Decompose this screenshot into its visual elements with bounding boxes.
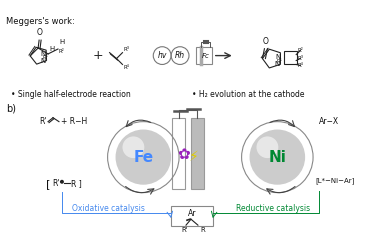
Text: O: O — [262, 37, 268, 46]
Text: [: [ — [46, 179, 50, 189]
Circle shape — [256, 136, 278, 158]
Text: R': R' — [39, 117, 47, 126]
Text: R ]: R ] — [71, 179, 82, 188]
Text: H: H — [59, 39, 64, 45]
Text: Ni: Ni — [268, 150, 286, 165]
Text: + R−H: + R−H — [61, 117, 87, 126]
Text: O: O — [36, 28, 42, 37]
Text: H: H — [49, 46, 54, 52]
Text: Reductive catalysis: Reductive catalysis — [236, 204, 311, 213]
Text: N: N — [275, 54, 280, 60]
Text: Fe: Fe — [133, 150, 153, 165]
Text: Meggers's work:: Meggers's work: — [6, 17, 75, 26]
Text: Oxidative catalysis: Oxidative catalysis — [72, 204, 145, 213]
Text: R': R' — [182, 227, 188, 233]
Text: R¹: R¹ — [276, 59, 282, 64]
Text: R': R' — [52, 179, 59, 188]
Text: b): b) — [6, 104, 16, 114]
Text: R²: R² — [59, 50, 65, 55]
Text: Ar−X: Ar−X — [319, 117, 339, 126]
Text: N: N — [40, 58, 45, 63]
Circle shape — [60, 180, 64, 184]
Text: R³: R³ — [297, 56, 303, 61]
Bar — [172, 118, 185, 189]
Bar — [171, 206, 213, 226]
Text: Ar: Ar — [188, 209, 196, 218]
Text: R: R — [200, 227, 205, 233]
Circle shape — [115, 130, 171, 185]
Text: N: N — [274, 61, 279, 67]
Text: R³: R³ — [123, 47, 129, 52]
Text: ✿: ✿ — [177, 147, 190, 162]
Bar — [191, 118, 204, 189]
Bar — [196, 47, 212, 64]
Text: • Single half-electrode reaction: • Single half-electrode reaction — [11, 90, 131, 99]
Text: R⁴: R⁴ — [123, 65, 129, 71]
Circle shape — [250, 130, 305, 185]
Bar — [284, 51, 297, 64]
Text: N: N — [40, 51, 45, 57]
Circle shape — [123, 136, 144, 158]
Text: R²: R² — [297, 48, 303, 53]
Text: ⚡: ⚡ — [189, 150, 199, 164]
Text: R¹: R¹ — [42, 55, 48, 60]
Text: Fc: Fc — [202, 53, 210, 59]
Text: R⁴: R⁴ — [297, 63, 303, 68]
Text: Rh: Rh — [175, 51, 185, 60]
Text: +: + — [92, 49, 103, 62]
Text: hv: hv — [158, 51, 167, 60]
Text: [L*−Ni−Ar]: [L*−Ni−Ar] — [315, 177, 355, 184]
Text: • H₂ evolution at the cathode: • H₂ evolution at the cathode — [192, 90, 305, 99]
